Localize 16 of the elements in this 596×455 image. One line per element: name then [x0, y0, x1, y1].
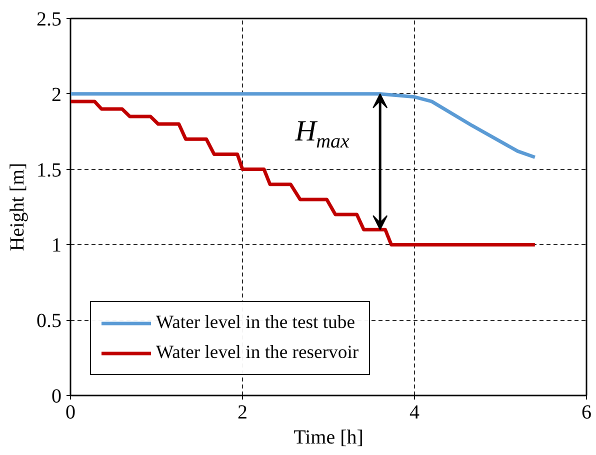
y-tick-label: 2 — [52, 84, 62, 106]
x-tick-label: 6 — [582, 402, 592, 424]
y-tick-label: 1 — [52, 234, 62, 257]
legend-label: Water level in the test tube — [156, 312, 355, 334]
line-series — [70, 92, 537, 159]
line-series — [70, 100, 537, 246]
y-tick-label: 2.5 — [36, 8, 62, 30]
x-tick-label: 4 — [410, 402, 420, 424]
x-tick-label: 2 — [238, 402, 248, 424]
y-axis-title: Height [m] — [6, 162, 28, 252]
x-tick-label: 0 — [66, 402, 76, 424]
y-tick-label: 0.5 — [36, 310, 62, 332]
y-tick-label: 0 — [52, 386, 62, 408]
x-axis-title: Time [h] — [294, 426, 364, 448]
y-tick-label: 1.5 — [36, 159, 62, 182]
legend-label: Water level in the reservoir — [156, 342, 359, 364]
